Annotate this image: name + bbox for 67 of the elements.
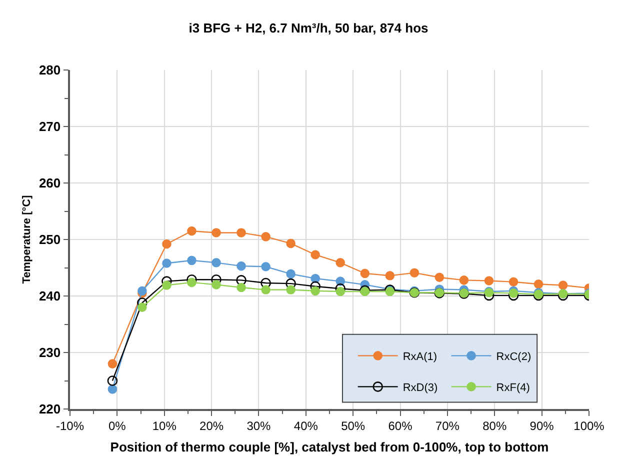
legend-label: RxD(3) xyxy=(402,382,438,394)
x-tick-label: 100% xyxy=(574,419,605,434)
point xyxy=(434,272,444,282)
point xyxy=(286,238,296,248)
legend-label: RxC(2) xyxy=(496,350,532,363)
y-tick-label: 250 xyxy=(38,232,61,248)
point xyxy=(212,280,221,290)
point xyxy=(385,271,395,280)
legend-label: RxA(1) xyxy=(402,350,438,363)
x-tick-label: 80% xyxy=(482,419,507,434)
y-tick-label: 240 xyxy=(38,288,61,304)
point xyxy=(187,278,196,288)
point xyxy=(459,276,469,285)
y-tick-label: 220 xyxy=(38,402,61,417)
point xyxy=(534,279,544,289)
y-tick-label: 270 xyxy=(38,119,61,134)
legend-label: RxF(4) xyxy=(496,382,530,394)
point xyxy=(410,268,420,278)
point xyxy=(558,280,568,290)
point xyxy=(138,302,147,312)
y-tick-label: 230 xyxy=(38,345,61,360)
x-tick-label: 90% xyxy=(530,419,554,434)
x-tick-label: 10% xyxy=(152,419,177,434)
x-tick-label: 40% xyxy=(294,419,318,434)
y-tick-label: 280 xyxy=(38,62,61,78)
point xyxy=(310,250,320,260)
point xyxy=(138,286,147,296)
x-axis-title: Position of thermo couple [%], catalyst bed from 0-100%, top to bottom xyxy=(110,439,549,454)
point xyxy=(236,275,246,286)
x-tick-label: 50% xyxy=(341,419,366,434)
point xyxy=(508,277,518,287)
point xyxy=(107,376,118,386)
x-tick-label: -10% xyxy=(56,419,84,434)
point xyxy=(162,280,172,290)
point xyxy=(336,258,345,268)
x-tick-label: 20% xyxy=(200,419,224,434)
point xyxy=(187,256,196,266)
y-axis-title: Temperature [°C] xyxy=(21,194,34,284)
point xyxy=(310,274,320,284)
point xyxy=(286,278,296,289)
point xyxy=(261,285,270,294)
x-tick-label: 70% xyxy=(435,419,460,434)
point xyxy=(286,285,296,294)
point xyxy=(236,282,246,292)
point xyxy=(508,288,518,298)
point xyxy=(162,239,172,249)
point xyxy=(236,261,246,271)
point xyxy=(162,258,172,268)
point xyxy=(108,359,118,368)
x-tick-label: 30% xyxy=(246,419,272,434)
point xyxy=(484,276,494,286)
point xyxy=(187,226,196,236)
point xyxy=(261,232,270,242)
point xyxy=(236,228,246,238)
point xyxy=(108,384,118,394)
x-tick-label: 60% xyxy=(388,419,413,434)
point xyxy=(260,278,271,288)
point xyxy=(212,228,221,238)
chart-title: i3 BFG + H2, 6.7 Nm³/h, 50 bar, 874 hos xyxy=(188,20,428,36)
point xyxy=(336,286,345,296)
x-tick-label: 0% xyxy=(108,419,126,434)
point xyxy=(212,258,221,268)
point xyxy=(310,286,320,296)
point xyxy=(360,268,370,278)
point xyxy=(261,262,270,272)
y-tick-label: 260 xyxy=(38,176,61,191)
point xyxy=(286,269,296,279)
